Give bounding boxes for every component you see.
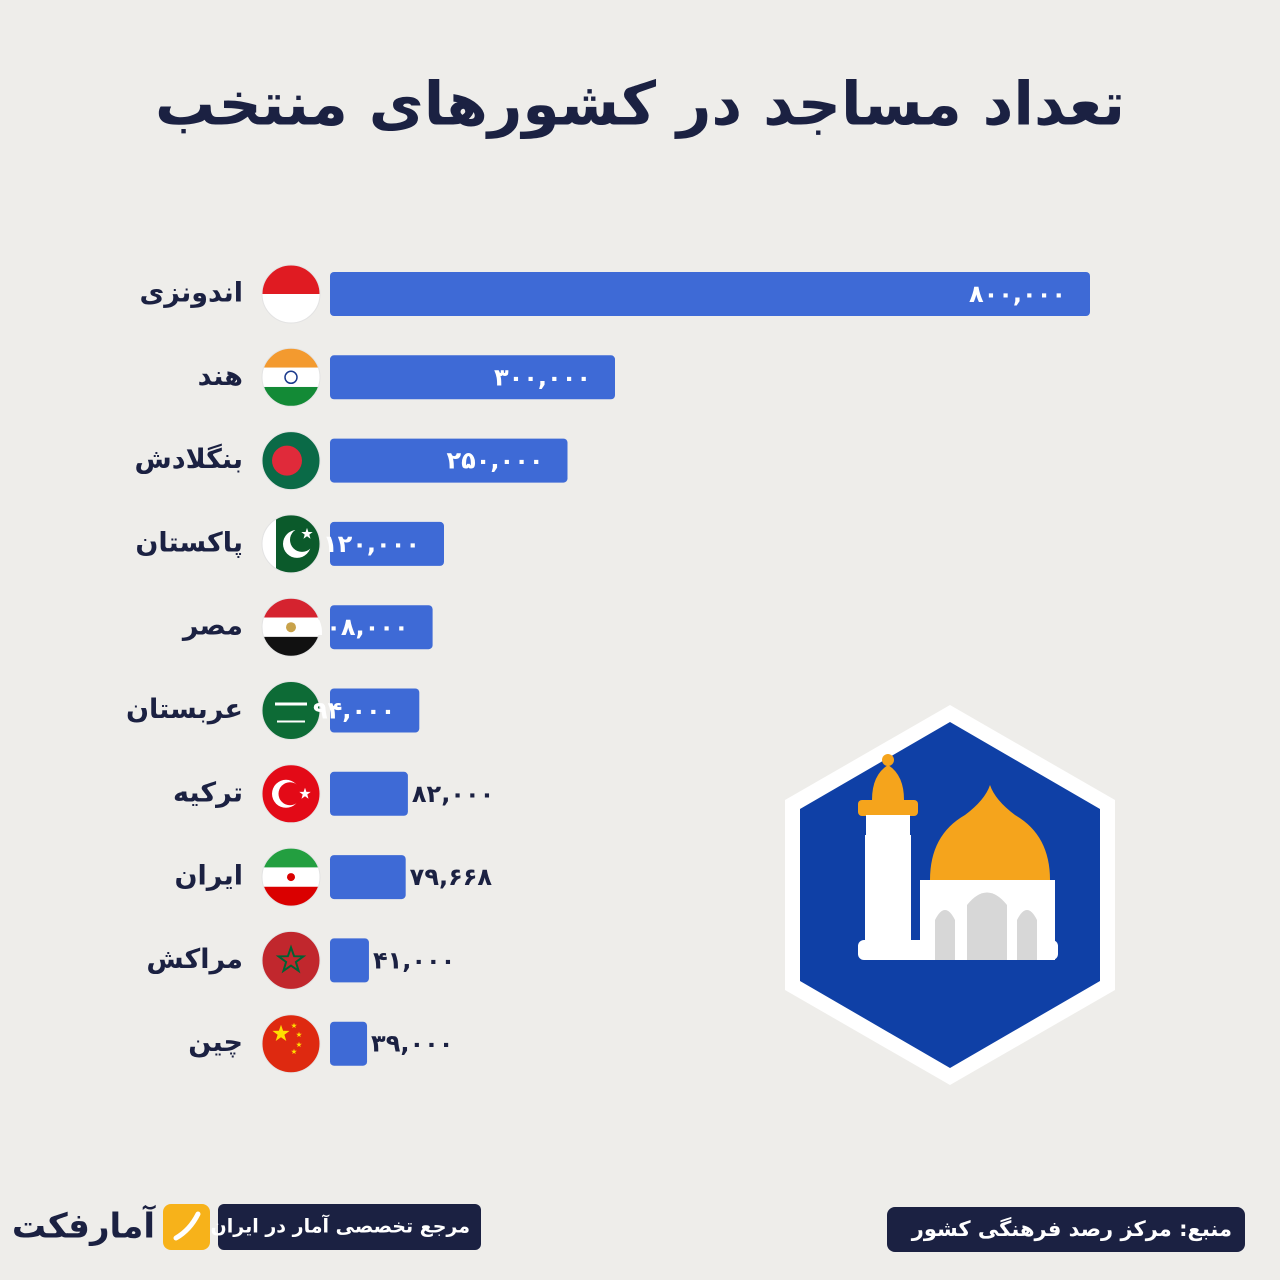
flag-part (272, 1024, 290, 1041)
flag-part (262, 886, 320, 907)
flag-part (262, 636, 320, 657)
source-box (887, 1207, 1245, 1252)
flag (262, 764, 320, 823)
category-label: هند (198, 361, 243, 392)
category-label: بنگلادش (135, 443, 243, 475)
flag-part (272, 445, 302, 476)
tagline: مرجع تخصصی آمار در ایران (211, 1214, 470, 1238)
bar (330, 1021, 368, 1066)
flag-outline (261, 597, 321, 657)
value-label: ۱۲۰,۰۰۰ (323, 530, 420, 558)
flag-part (287, 873, 295, 882)
flag-part (277, 720, 305, 723)
flag-part (262, 348, 320, 368)
flag-outline (261, 347, 321, 407)
category-label: مصر (181, 611, 243, 642)
flag-part (296, 1031, 302, 1038)
bar (330, 605, 433, 650)
category-label: عربستان (126, 694, 243, 725)
flag-outline (261, 764, 321, 824)
flag-part (262, 598, 320, 618)
bar (330, 355, 615, 400)
category-label: مراکش (146, 944, 243, 975)
category-label: اندونزی (140, 278, 243, 309)
value-label: ۴۱,۰۰۰ (373, 946, 455, 974)
category-label: ایران (175, 861, 244, 892)
value-label: ۳۰۰,۰۰۰ (494, 363, 591, 391)
category-label: پاکستان (135, 527, 243, 558)
flag-part (301, 527, 313, 539)
value-label: ۷۹,۶۶۸ (410, 863, 493, 891)
flag-part (296, 1041, 302, 1048)
flag-outline (261, 264, 321, 324)
value-label: ۸۲,۰۰۰ (412, 780, 494, 808)
category-label: ترکیه (173, 777, 243, 808)
flag (262, 431, 320, 490)
flag-part (262, 931, 320, 990)
bar (330, 855, 406, 900)
bar (330, 521, 444, 566)
flag-outline (261, 1014, 321, 1074)
chart-title: تعداد مساجد در کشورهای منتخب (155, 70, 1125, 140)
flag-part (262, 1014, 320, 1073)
flag-outline (261, 930, 321, 990)
source: منبع: مرکز رصد فرهنگی کشور (911, 1216, 1232, 1241)
flag-part (299, 787, 311, 799)
flag-part (262, 367, 320, 387)
flag-outline (261, 681, 321, 740)
value-label: ۳۹,۰۰۰ (371, 1030, 453, 1058)
value-label: ۹۴,۰۰۰ (313, 697, 395, 725)
flag-part (278, 782, 302, 806)
brand: آمارفکت (12, 1205, 156, 1247)
bar (330, 938, 369, 983)
value-label: ۲۵۰,۰۰۰ (446, 447, 543, 475)
flag-part (262, 386, 320, 407)
flag-part (290, 527, 314, 552)
flag (262, 931, 320, 990)
tagline-box (218, 1204, 481, 1250)
flag-part (262, 848, 320, 868)
bar (330, 438, 568, 483)
flag-part (286, 622, 296, 633)
mosque-icon (785, 705, 1115, 1085)
flag (262, 348, 320, 407)
flag-outline (261, 847, 321, 907)
value-label: ۸۰۰,۰۰۰ (969, 280, 1066, 308)
flag (262, 848, 320, 907)
flag (262, 598, 320, 657)
flag-part (291, 1022, 297, 1029)
brand-icon-mark (173, 1211, 201, 1241)
value-label: ۱۰۸,۰۰۰ (312, 613, 409, 641)
bar (330, 272, 1090, 316)
category-label: چین (188, 1027, 243, 1058)
flag-outline (261, 431, 321, 491)
flag-part (291, 1048, 297, 1055)
flag-outline (261, 514, 321, 574)
bar (330, 688, 420, 733)
flag-part (262, 681, 320, 740)
flag (262, 681, 320, 740)
bar (330, 771, 408, 816)
flag-part (275, 702, 307, 706)
flag-part (275, 944, 307, 974)
flag-part (284, 370, 298, 385)
flag (262, 1014, 320, 1073)
flag (262, 514, 320, 573)
